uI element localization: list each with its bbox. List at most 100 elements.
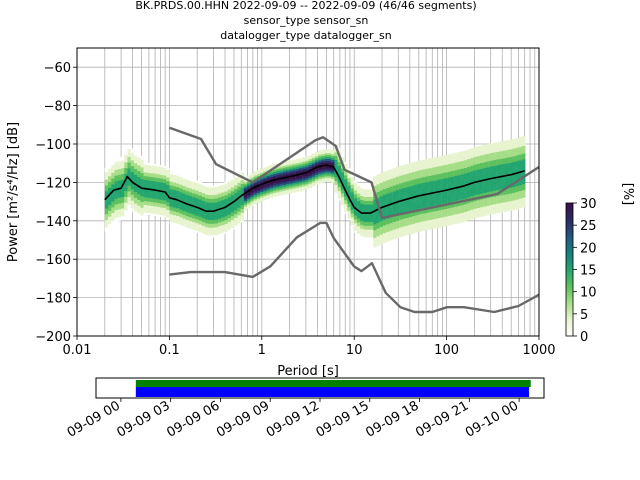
heatmap-cell — [295, 180, 300, 183]
heatmap-cell — [492, 163, 497, 166]
heatmap-cell — [360, 226, 364, 229]
heatmap-cell — [376, 213, 380, 216]
heatmap-cell — [360, 224, 364, 227]
heatmap-cell — [156, 183, 160, 186]
heatmap-cell — [434, 164, 439, 167]
heatmap-cell — [463, 169, 468, 172]
heatmap-cell — [457, 157, 461, 160]
heatmap-cell — [111, 182, 115, 185]
heatmap-cell — [111, 216, 115, 219]
heatmap-cell — [421, 182, 426, 185]
heatmap-cell — [421, 203, 426, 206]
heatmap-cell — [415, 201, 419, 204]
heatmap-cell — [428, 225, 432, 228]
heatmap-cell — [483, 188, 487, 192]
heatmap-cell — [179, 180, 183, 183]
heatmap-cell — [463, 213, 468, 216]
heatmap-cell — [234, 181, 238, 184]
heatmap-cell — [150, 209, 154, 212]
heatmap-cell — [392, 194, 397, 198]
heatmap-cell — [224, 208, 228, 211]
heatmap-cell — [434, 201, 439, 204]
heatmap-cell — [499, 152, 503, 156]
heatmap-cell — [175, 219, 180, 222]
heatmap-cell — [214, 221, 219, 224]
heatmap-cell — [412, 217, 416, 221]
heatmap-cell — [476, 178, 481, 182]
heatmap-cell — [515, 147, 519, 150]
heatmap-cell — [166, 211, 170, 214]
heatmap-cell — [444, 224, 448, 227]
heatmap-cell — [353, 224, 358, 228]
heatmap-cell — [379, 238, 384, 241]
heatmap-cell — [382, 200, 387, 203]
heatmap-cell — [373, 176, 377, 179]
heatmap-cell — [153, 177, 157, 180]
heatmap-cell — [127, 160, 131, 163]
heatmap-cell — [515, 197, 519, 200]
heatmap-cell — [302, 170, 306, 174]
heatmap-cell — [124, 175, 128, 178]
heatmap-cell — [214, 188, 219, 191]
heatmap-cell — [347, 218, 351, 221]
heatmap-cell — [218, 185, 222, 188]
heatmap-cell — [175, 202, 180, 205]
heatmap-cell — [185, 212, 190, 215]
heatmap-cell — [192, 221, 196, 225]
heatmap-cell — [509, 176, 513, 179]
heatmap-cell — [366, 191, 371, 194]
heatmap-cell — [156, 164, 160, 167]
heatmap-cell — [509, 151, 513, 154]
heatmap-cell — [434, 185, 439, 189]
heatmap-cell — [169, 191, 173, 194]
heatmap-cell — [376, 188, 380, 191]
heatmap-cell — [515, 164, 519, 167]
heatmap-cell — [285, 187, 290, 191]
heatmap-cell — [108, 210, 112, 213]
heatmap-cell — [179, 209, 183, 212]
heatmap-cell — [208, 196, 212, 199]
heatmap-cell — [350, 215, 355, 218]
heatmap-cell — [402, 176, 406, 179]
heatmap-cell — [467, 195, 471, 198]
timeline-bar-data — [135, 380, 531, 387]
heatmap-cell — [302, 157, 306, 160]
heatmap-cell — [117, 172, 122, 175]
heatmap-cell — [386, 229, 390, 233]
heatmap-cell — [428, 169, 432, 173]
heatmap-cell — [208, 191, 212, 194]
heatmap-cell — [479, 157, 484, 160]
heatmap-cell — [463, 154, 468, 157]
heatmap-cell — [146, 176, 151, 179]
x-tick-label: 1000 — [522, 343, 555, 358]
heatmap-cell — [386, 237, 390, 240]
heatmap-cell — [434, 180, 439, 183]
heatmap-cell — [415, 165, 419, 168]
heatmap-cell — [360, 232, 364, 235]
heatmap-cell — [295, 187, 300, 190]
heatmap-cell — [150, 198, 154, 201]
heatmap-cell — [334, 152, 338, 155]
heatmap-cell — [496, 170, 500, 173]
heatmap-cell — [331, 161, 335, 164]
heatmap-cell — [337, 167, 342, 170]
heatmap-cell — [256, 193, 261, 196]
heatmap-cell — [389, 213, 393, 216]
heatmap-cell — [179, 224, 183, 227]
heatmap-cell — [502, 200, 507, 203]
heatmap-cell — [221, 223, 225, 226]
heatmap-cell — [412, 204, 416, 207]
heatmap-cell — [434, 222, 439, 225]
heatmap-cell — [272, 185, 277, 188]
heatmap-cell — [518, 204, 523, 207]
heatmap-cell — [182, 193, 186, 196]
heatmap-cell — [405, 233, 410, 236]
heatmap-cell — [363, 231, 367, 234]
heatmap-cell — [124, 169, 128, 172]
heatmap-cell — [344, 207, 348, 210]
heatmap-cell — [150, 167, 154, 170]
heatmap-cell — [373, 239, 377, 242]
heatmap-cell — [502, 171, 507, 174]
heatmap-cell — [344, 182, 348, 186]
heatmap-cell — [266, 187, 270, 190]
